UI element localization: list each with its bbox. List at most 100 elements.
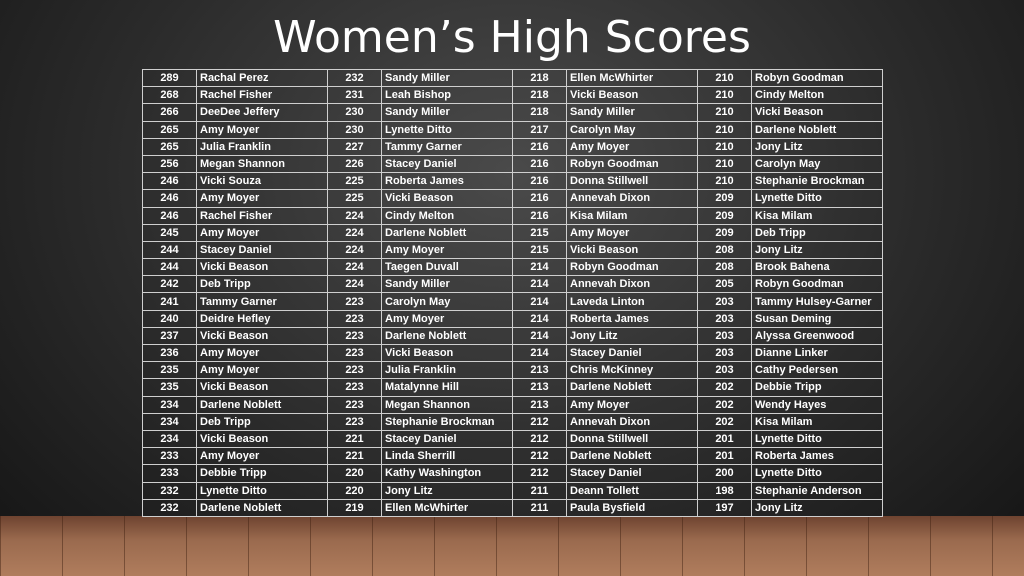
name-cell: Susan Deming [751, 309, 883, 328]
name-cell: Amy Moyer [381, 309, 513, 328]
name-cell: Vicki Beason [196, 429, 328, 449]
name-cell: Robyn Goodman [566, 154, 698, 174]
score-cell: 225 [327, 172, 382, 191]
name-cell: Wendy Hayes [751, 395, 883, 414]
score-cell: 212 [512, 447, 567, 466]
name-cell: Vicki Beason [381, 343, 513, 363]
score-cell: 223 [327, 395, 382, 414]
score-cell: 209 [697, 189, 752, 208]
name-cell: Sandy Miller [381, 68, 513, 88]
name-cell: Lynette Ditto [751, 429, 883, 449]
score-cell: 219 [327, 498, 382, 517]
name-cell: Stephanie Brockman [381, 412, 513, 431]
name-cell: Rachel Fisher [196, 86, 328, 105]
score-cell: 237 [142, 326, 197, 346]
score-cell: 209 [697, 223, 752, 242]
name-cell: Sandy Miller [566, 103, 698, 122]
name-cell: Vicki Beason [751, 103, 883, 122]
score-cell: 221 [327, 447, 382, 466]
name-cell: Lynette Ditto [381, 120, 513, 139]
table-row: 237 Vicki Beason 223 Darlene Noblett 214 Jony… [142, 326, 883, 346]
score-cell: 265 [142, 120, 197, 139]
name-cell: Ellen McWhirter [566, 68, 698, 88]
score-cell: 203 [697, 343, 752, 363]
score-cell: 205 [697, 275, 752, 294]
name-cell: Vicki Beason [566, 240, 698, 260]
name-cell: Linda Sherrill [381, 447, 513, 466]
name-cell: Donna Stillwell [566, 429, 698, 449]
score-cell: 216 [512, 137, 567, 156]
slide-title: Women’s High Scores [273, 12, 751, 63]
name-cell: Donna Stillwell [566, 172, 698, 191]
name-cell: Roberta James [566, 309, 698, 328]
name-cell: Cathy Pedersen [751, 361, 883, 380]
name-cell: Cindy Melton [381, 206, 513, 225]
name-cell: Sandy Miller [381, 103, 513, 122]
score-cell: 289 [142, 68, 197, 88]
score-cell: 213 [512, 395, 567, 414]
table-row: 241 Tammy Garner 223 Carolyn May 214 Laveda L… [142, 292, 883, 311]
name-cell: Kathy Washington [381, 464, 513, 483]
score-cell: 218 [512, 86, 567, 105]
score-cell: 203 [697, 326, 752, 346]
score-cell: 210 [697, 154, 752, 174]
name-cell: Kisa Milam [751, 206, 883, 225]
name-cell: Ellen McWhirter [381, 498, 513, 517]
score-cell: 224 [327, 258, 382, 277]
name-cell: Darlene Noblett [566, 447, 698, 466]
score-cell: 224 [327, 206, 382, 225]
table-row: 268 Rachel Fisher 231 Leah Bishop 218 Vicki B… [142, 86, 883, 105]
name-cell: Deidre Hefley [196, 309, 328, 328]
name-cell: Deb Tripp [196, 412, 328, 431]
name-cell: Debbie Tripp [751, 378, 883, 397]
score-cell: 241 [142, 292, 197, 311]
score-cell: 246 [142, 206, 197, 225]
score-cell: 216 [512, 172, 567, 191]
name-cell: Vicki Beason [196, 326, 328, 346]
name-cell: Darlene Noblett [196, 498, 328, 517]
name-cell: Carolyn May [751, 154, 883, 174]
name-cell: Stacey Daniel [381, 154, 513, 174]
name-cell: Julia Franklin [381, 361, 513, 380]
name-cell: Deann Tollett [566, 481, 698, 500]
name-cell: Stephanie Brockman [751, 172, 883, 191]
score-cell: 214 [512, 326, 567, 346]
name-cell: Amy Moyer [196, 447, 328, 466]
score-cell: 217 [512, 120, 567, 139]
score-cell: 256 [142, 154, 197, 174]
table-row: 234 Vicki Beason 221 Stacey Daniel 212 Donna … [142, 429, 883, 449]
name-cell: Carolyn May [566, 120, 698, 139]
name-cell: Annevah Dixon [566, 412, 698, 431]
score-cell: 210 [697, 103, 752, 122]
table-row: 232 Darlene Noblett 219 Ellen McWhirter 211 P… [142, 498, 883, 517]
score-cell: 223 [327, 309, 382, 328]
score-cell: 224 [327, 223, 382, 242]
score-cell: 198 [697, 481, 752, 500]
name-cell: Sandy Miller [381, 275, 513, 294]
name-cell: Carolyn May [381, 292, 513, 311]
name-cell: Annevah Dixon [566, 189, 698, 208]
name-cell: Kisa Milam [751, 412, 883, 431]
score-cell: 203 [697, 292, 752, 311]
name-cell: Lynette Ditto [196, 481, 328, 500]
name-cell: Megan Shannon [196, 154, 328, 174]
score-cell: 223 [327, 361, 382, 380]
score-cell: 202 [697, 395, 752, 414]
score-cell: 212 [512, 429, 567, 449]
score-cell: 242 [142, 275, 197, 294]
score-cell: 210 [697, 172, 752, 191]
score-cell: 213 [512, 378, 567, 397]
score-cell: 208 [697, 258, 752, 277]
score-cell: 209 [697, 206, 752, 225]
table-row: 289 Rachal Perez 232 Sandy Miller 218 Ellen M… [142, 68, 883, 88]
table-row: 246 Amy Moyer 225 Vicki Beason 216 Annevah Di… [142, 189, 883, 208]
name-cell: Rachel Fisher [196, 206, 328, 225]
score-cell: 210 [697, 86, 752, 105]
table-row: 265 Julia Franklin 227 Tammy Garner 216 Amy M… [142, 137, 883, 156]
name-cell: Laveda Linton [566, 292, 698, 311]
name-cell: Leah Bishop [381, 86, 513, 105]
name-cell: Amy Moyer [196, 343, 328, 363]
score-cell: 266 [142, 103, 197, 122]
name-cell: Annevah Dixon [566, 275, 698, 294]
